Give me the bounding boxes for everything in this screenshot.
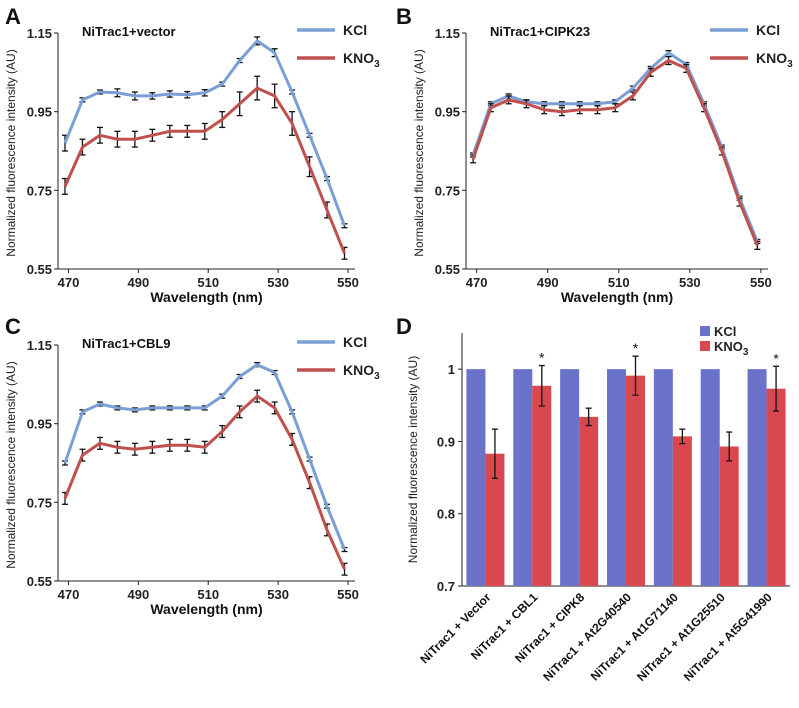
bar-kno3 <box>719 446 739 586</box>
panel-title: NiTrac1+vector <box>82 24 176 39</box>
panel-title: NiTrac1+CIPK23 <box>490 24 590 39</box>
chart-panel-b: 0.55 0.75 0.95 1.15 470 490 510 530 550 Wavelengt… <box>396 4 793 305</box>
y-tick-label: 0.95 <box>435 105 460 120</box>
legend-kcl-label: KCl <box>714 324 736 339</box>
panel-letter: C <box>5 314 21 339</box>
significance-marker: * <box>539 350 545 366</box>
y-tick-label: 0.75 <box>27 183 52 198</box>
x-axis-title: Wavelength (nm) <box>150 289 262 305</box>
y-tick-label: 0.55 <box>27 574 52 589</box>
category-label: NiTrac1 + At1G25510 <box>634 590 728 684</box>
series-line-kcl <box>63 363 346 551</box>
x-tick-label: 550 <box>337 587 359 602</box>
x-tick-label: 470 <box>466 275 488 290</box>
y-tick-label: 0.95 <box>27 417 52 432</box>
category-label: NiTrac1 + At5G41990 <box>681 590 775 684</box>
x-tick-label: 510 <box>197 275 219 290</box>
x-axis-title: Wavelength (nm) <box>150 601 262 617</box>
panel-title: NiTrac1+CBL9 <box>82 336 171 351</box>
x-tick-label: 490 <box>128 587 150 602</box>
legend-kno3-sub: 3 <box>374 371 380 382</box>
y-tick-label: 0.55 <box>27 262 52 277</box>
bar-kno3 <box>672 436 692 586</box>
y-tick-label: 0.75 <box>27 495 52 510</box>
y-tick-label: 1.15 <box>435 26 460 41</box>
y-tick-label: 0.95 <box>27 105 52 120</box>
bar-kcl <box>607 369 626 586</box>
x-tick-label: 490 <box>128 275 150 290</box>
legend-kno3-base: KNO <box>714 339 743 354</box>
x-tick-label: 490 <box>537 275 559 290</box>
x-tick-label: 510 <box>197 587 219 602</box>
bar-kcl <box>513 369 533 586</box>
x-axis-title: Wavelength (nm) <box>561 289 673 305</box>
x-tick-label: 550 <box>337 275 359 290</box>
y-tick-label: 1 <box>448 362 455 377</box>
y-axis-title: Normalized fluorescence intensity (AU) <box>406 356 420 563</box>
legend-kno3-base: KNO <box>343 362 374 378</box>
bar-kno3 <box>532 385 552 586</box>
bar-kcl <box>560 369 580 586</box>
legend-kcl-label: KCl <box>756 22 780 38</box>
chart-panel-a: 0.55 0.75 0.95 1.15 470 490 510 530 550 Wavelengt… <box>4 4 380 305</box>
y-tick-label: 0.55 <box>435 262 460 277</box>
x-tick-label: 510 <box>608 275 630 290</box>
bar-kno3 <box>579 416 599 586</box>
x-tick-label: 470 <box>58 587 80 602</box>
bar-kno3 <box>766 388 786 586</box>
legend-kcl-swatch <box>700 326 710 336</box>
y-tick-label: 0.9 <box>437 434 455 449</box>
chart-panel-c: 0.55 0.75 0.95 1.15 470 490 510 530 550 Wavelengt… <box>4 314 380 617</box>
y-tick-label: 0.7 <box>437 579 455 594</box>
legend-kno3-base: KNO <box>343 50 374 66</box>
legend-kno3-label: KNO3 <box>343 50 380 70</box>
legend-kno3-label: KNO3 <box>343 362 380 382</box>
x-tick-label: 530 <box>679 275 701 290</box>
y-tick-label: 1.15 <box>27 26 52 41</box>
y-tick-label: 0.8 <box>437 507 455 522</box>
y-axis-title: Normalized fluorescence intensity (AU) <box>412 49 426 256</box>
legend-kno3-sub: 3 <box>743 347 749 358</box>
x-tick-label: 470 <box>58 275 80 290</box>
panel-letter: D <box>396 314 412 339</box>
legend-kno3-label: KNO3 <box>714 339 749 358</box>
series-line-kcl <box>63 39 346 227</box>
legend-kno3-sub: 3 <box>787 59 793 70</box>
legend-kcl-label: KCl <box>343 334 367 350</box>
series-line-kcl <box>471 51 759 243</box>
legend-kno3-label: KNO3 <box>756 50 793 70</box>
bar-kcl <box>747 369 767 586</box>
legend-kno3-sub: 3 <box>374 59 380 70</box>
bar-kcl <box>466 369 486 586</box>
series-line-kno3 <box>471 59 759 246</box>
category-label: NiTrac1 + At2G40540 <box>540 590 634 684</box>
significance-marker: * <box>773 350 779 366</box>
category-label: NiTrac1 + At1G71140 <box>588 590 682 684</box>
bar-kno3 <box>626 375 645 586</box>
significance-marker: * <box>633 340 639 356</box>
legend-kno3-swatch <box>700 341 710 351</box>
y-axis-title: Normalized fluorescence intensity (AU) <box>4 361 18 568</box>
bar-kno3 <box>485 453 505 586</box>
panel-letter: A <box>5 4 21 29</box>
x-tick-label: 550 <box>750 275 772 290</box>
chart-panel-d: 0.7 0.8 0.9 1 Normalized fluorescence intens… <box>396 314 790 684</box>
y-tick-label: 0.75 <box>435 183 460 198</box>
series-line-kno3 <box>63 394 346 570</box>
legend-kcl-label: KCl <box>343 22 367 38</box>
y-tick-label: 1.15 <box>27 338 52 353</box>
x-tick-label: 530 <box>267 587 289 602</box>
x-tick-label: 530 <box>267 275 289 290</box>
bar-kcl <box>700 369 720 586</box>
bar-kcl <box>653 369 673 586</box>
legend-kno3-base: KNO <box>756 50 787 66</box>
series-line-kno3 <box>63 86 346 254</box>
y-axis-title: Normalized fluorescence intensity (AU) <box>4 49 18 256</box>
panel-letter: B <box>396 4 412 29</box>
